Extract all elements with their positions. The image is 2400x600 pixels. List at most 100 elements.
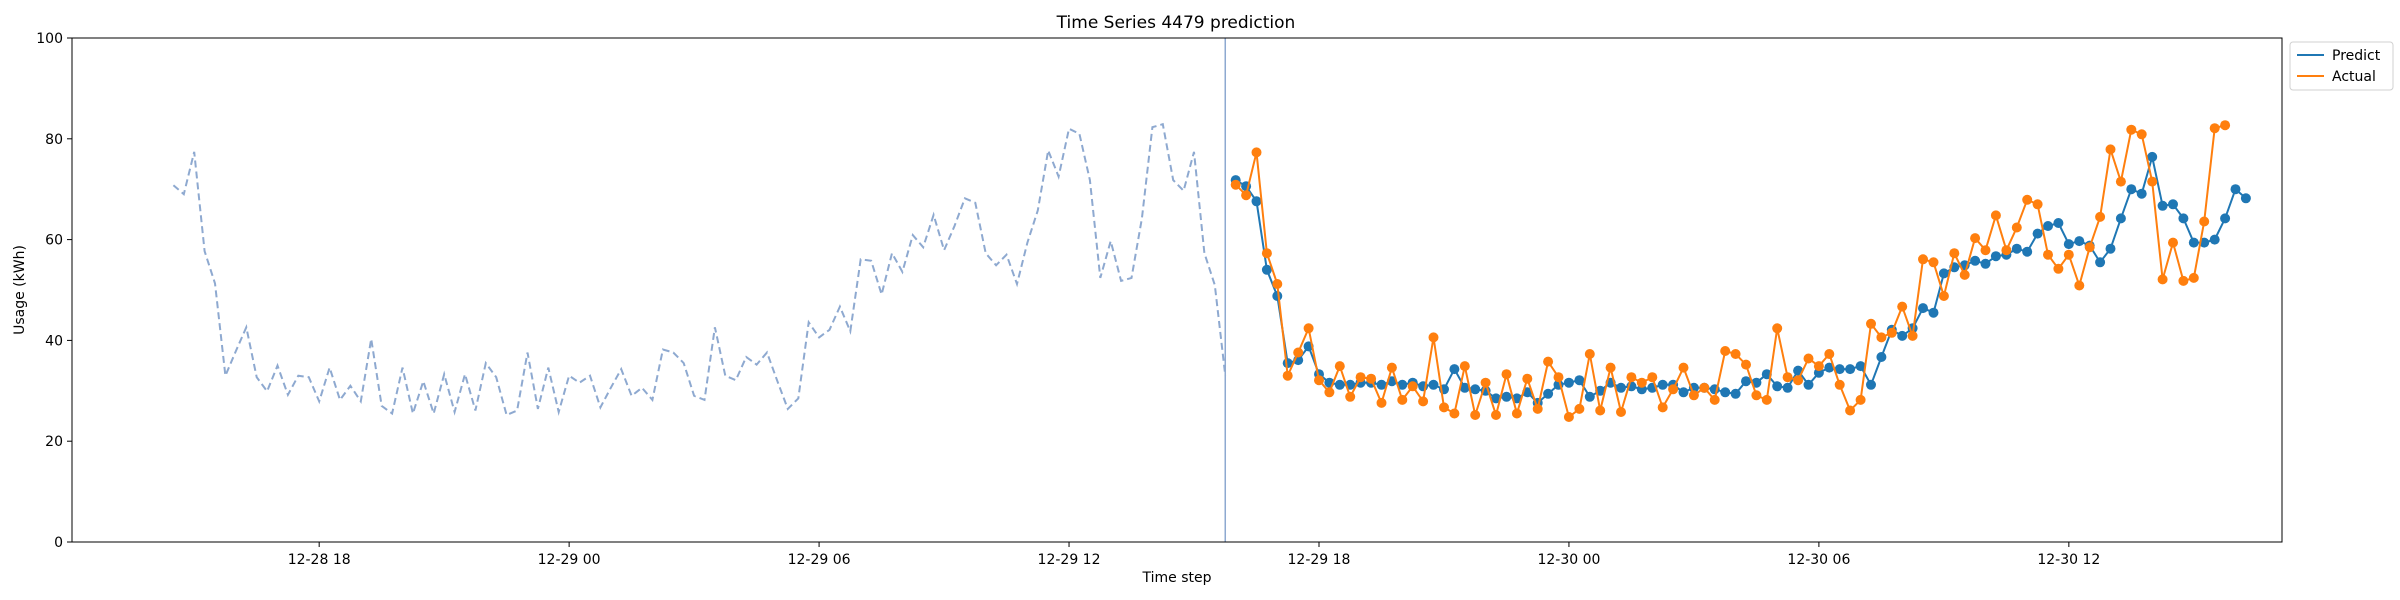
predict-point [1897,330,1908,341]
x-tick-label: 12-30 12 [2037,552,2100,568]
predict-point [2209,234,2220,245]
predict-point [1928,307,1939,318]
predict-point [2105,243,2116,254]
actual-point [2074,280,2085,291]
actual-point [2157,274,2168,285]
predict-point [1990,251,2001,262]
actual-point [1543,356,1554,367]
predict-point [2188,237,2199,248]
predict-point [2168,199,2178,210]
actual-point [1501,369,1512,380]
actual-point [1813,361,1824,372]
actual-point [2084,242,2095,253]
predict-point [1741,376,1751,387]
actual-point [1730,349,1741,359]
actual-point [1574,403,1585,414]
actual-point [1886,327,1897,338]
predict-point [1803,379,1814,390]
predict-point [1251,196,1262,207]
predict-point [1428,379,1439,390]
predict-point [1657,379,1668,390]
y-tick-label: 100 [36,31,63,47]
actual-point [1491,410,1501,420]
y-tick-label: 80 [45,132,63,148]
legend-actual-label: Actual [2332,69,2376,85]
plot-frame [71,37,2283,543]
actual-point [1616,407,1626,417]
actual-point [1949,248,1960,259]
actual-point [1428,332,1439,343]
actual-point [1636,377,1647,388]
actual-point [1876,332,1887,343]
actual-point [1709,394,1720,405]
predict-series [1230,151,2251,408]
predict-point [1970,255,1981,266]
predict-point [1584,391,1595,402]
y-axis-label: Usage (kWh) [12,245,28,335]
actual-point [1928,257,1939,268]
predict-point [2063,239,2074,250]
actual-point [2032,199,2043,210]
actual-series [1230,120,2231,422]
actual-point [2011,222,2022,233]
x-tick-label: 12-28 18 [288,552,351,568]
predict-point [1397,379,1408,390]
x-tick-label: 12-29 18 [1288,552,1351,568]
actual-point [1563,412,1574,422]
predict-point [1720,387,1731,398]
actual-point [1522,373,1533,384]
predict-point [1918,303,1928,314]
actual-point [1834,379,1845,390]
predict-point [2115,213,2126,224]
predict-point [1376,379,1387,390]
actual-point [1366,373,1377,384]
actual-point [1532,403,1543,414]
actual-point [1605,362,1616,373]
y-tick-label: 60 [45,233,63,249]
x-axis: 12-28 18 12-29 00 12-29 06 12-29 12 12-29 18… [288,542,2100,568]
actual-point [2199,216,2210,227]
predict-point [2095,257,2106,268]
actual-point [2001,245,2012,256]
actual-point [1324,387,1335,398]
predict-point [1678,387,1689,398]
actual-point [1418,396,1429,407]
actual-point [2115,176,2126,187]
predict-point [2157,200,2168,211]
actual-point [1647,372,1658,383]
actual-point [1959,269,1970,280]
actual-point [2063,249,2074,260]
predict-point [1866,379,1876,390]
actual-point [1626,372,1637,383]
predict-point [2136,188,2147,199]
predict-point [1845,364,1856,375]
actual-point [2188,272,2199,283]
actual-point [1303,323,1314,334]
actual-point [2105,144,2116,155]
actual-point [1938,291,1949,301]
predict-point [1261,264,1272,275]
x-tick-label: 12-29 12 [1038,552,1101,568]
actual-point [1397,394,1408,405]
actual-point [2053,263,2064,274]
predict-point [1470,384,1481,395]
predict-point [1876,352,1887,362]
actual-point [2147,176,2158,187]
actual-point [1907,330,1918,341]
actual-point [2126,124,2137,135]
predict-point [2178,213,2189,224]
actual-point [1918,254,1928,265]
actual-point [1741,359,1751,370]
actual-point [1282,370,1293,381]
predict-point [2126,184,2137,195]
history-series-line [172,122,1227,418]
predict-point [2147,151,2158,162]
x-tick-label: 12-30 06 [1787,552,1850,568]
actual-point [1845,405,1856,416]
x-axis-label: Time step [1142,570,1212,586]
x-tick-label: 12-30 00 [1537,552,1600,568]
actual-point [1657,402,1668,413]
actual-point [1376,397,1387,408]
actual-point [1261,248,1272,259]
